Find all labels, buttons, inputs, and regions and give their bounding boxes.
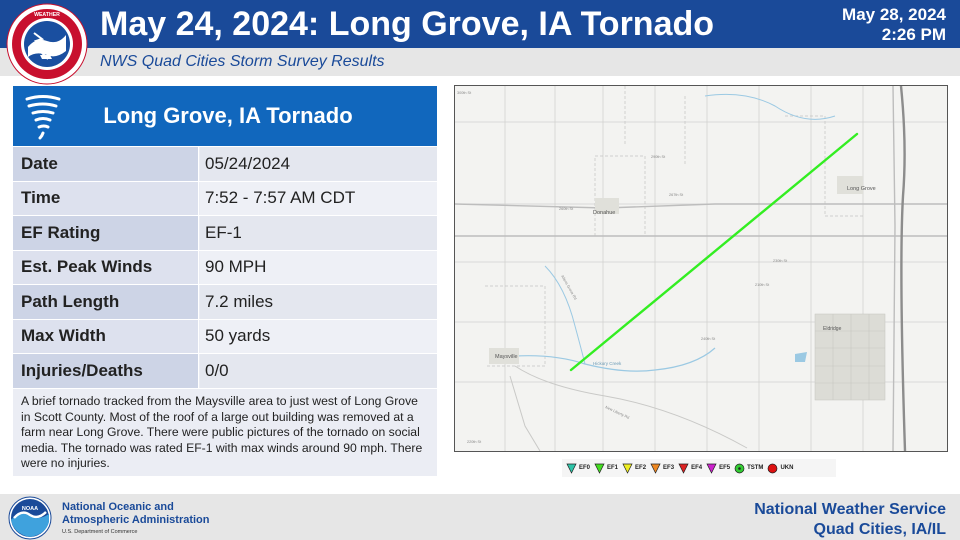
noaa-name: National Oceanic and Atmospheric Adminis… [62,501,210,527]
legend-item-ef3: EF3 [650,463,674,474]
report-time: 2:26 PM [881,25,946,44]
legend-label: EF0 [579,465,591,471]
row-label: EF Rating [13,216,199,250]
legend-label: EF4 [691,465,703,471]
row-value: 50 yards [200,319,437,353]
ef1-triangle-icon [594,463,605,474]
legend-label: EF1 [607,465,619,471]
legend-item-ukn: UKN [767,463,793,474]
legend-item-ef5: EF5 [706,463,730,474]
legend-item-ef1: EF1 [594,463,618,474]
report-datetime: May 28, 2024 2:26 PM [842,5,946,45]
table-row: Est. Peak Winds 90 MPH [13,249,437,284]
table-row: Time 7:52 - 7:57 AM CDT [13,180,437,215]
map-canvas: Long Grove Donahue Maysville Eldridge Hi… [455,86,947,451]
row-value: 7:52 - 7:57 AM CDT [200,181,437,215]
legend-item-tstm: TSTM [734,463,763,474]
noaa-logo-icon: NOAA [8,496,52,540]
tornado-icon [25,95,61,140]
legend-label: EF5 [719,465,731,471]
table-row: Max Width 50 yards [13,318,437,353]
tstm-circle-icon [734,463,745,473]
office-name-line1: National Weather Service [754,501,946,518]
legend-item-ef0: EF0 [566,463,590,474]
event-description: A brief tornado tracked from the Maysvil… [13,388,437,476]
card-title-text: Long Grove, IA Tornado [103,103,353,128]
tornado-track-line [569,132,859,372]
ukn-circle-icon [768,463,778,473]
card-header: Long Grove, IA Tornado [13,86,437,146]
row-label: Time [13,181,199,215]
footer-bar [0,494,960,540]
card-title: Long Grove, IA Tornado [13,86,473,146]
road-label: 267th St [669,193,684,197]
road-label: 230th St [773,259,788,263]
header-bar [0,0,960,48]
row-value: EF-1 [200,216,437,250]
subtitle-bar [0,48,960,76]
row-value: 0/0 [200,354,437,388]
page-subtitle: NWS Quad Cities Storm Survey Results [100,53,385,70]
place-label-maysville: Maysville [495,354,518,360]
place-label-eldridge: Eldridge [823,326,842,332]
legend-item-ef4: EF4 [678,463,702,474]
road-label: 260th St [559,207,574,211]
noaa-department: U.S. Department of Commerce [62,529,138,535]
svg-text:NOAA: NOAA [22,506,38,512]
nws-logo-icon: WEATHER [6,3,88,85]
place-label-long-grove: Long Grove [847,186,876,192]
details-table: Date 05/24/2024 Time 7:52 - 7:57 AM CDT … [13,146,437,388]
ef4-triangle-icon [678,463,689,474]
road-label: Allens Grove Rd [560,275,577,301]
row-label: Date [13,147,199,181]
label-hickory-creek: Hickory Creek [593,361,622,366]
table-row: Date 05/24/2024 [13,146,437,181]
row-value: 7.2 miles [200,285,437,319]
map-legend: EF0 EF1 EF2 EF3 EF4 EF5 TSTM UKN [562,459,836,477]
noaa-name-line1: National Oceanic and [62,501,174,513]
office-name: National Weather Service Quad Cities, IA… [754,500,946,540]
tornado-info-card: Long Grove, IA Tornado Date 05/24/2024 T… [13,86,437,476]
ef5-triangle-icon [706,463,717,474]
row-value: 90 MPH [200,250,437,284]
table-row: Injuries/Deaths 0/0 [13,353,437,388]
road-label: 220th St [467,440,482,444]
legend-label: UKN [780,465,794,471]
report-date: May 28, 2024 [842,5,946,24]
table-row: EF Rating EF-1 [13,215,437,250]
place-label-donahue: Donahue [593,210,615,216]
noaa-name-line2: Atmospheric Administration [62,514,210,526]
road-label: 300th St [457,91,472,95]
table-row: Path Length 7.2 miles [13,284,437,319]
ef2-triangle-icon [622,463,633,474]
row-value: 05/24/2024 [200,147,437,181]
ef3-triangle-icon [650,463,661,474]
road-label: 290th St [651,155,666,159]
row-label: Path Length [13,285,199,319]
office-name-line2: Quad Cities, IA/IL [813,521,946,538]
legend-label: TSTM [747,465,764,471]
legend-label: EF3 [663,465,675,471]
page-title: May 24, 2024: Long Grove, IA Tornado [100,5,715,43]
ef0-triangle-icon [566,463,577,474]
road-label: New Liberty Rd [605,405,630,420]
row-label: Injuries/Deaths [13,354,199,388]
road-label: 210th St [755,283,770,287]
legend-label: EF2 [635,465,647,471]
row-label: Est. Peak Winds [13,250,199,284]
tornado-track-map[interactable]: Long Grove Donahue Maysville Eldridge Hi… [454,85,948,452]
svg-text:WEATHER: WEATHER [34,12,60,18]
legend-item-ef2: EF2 [622,463,646,474]
row-label: Max Width [13,319,199,353]
road-label: 240th St [701,337,716,341]
